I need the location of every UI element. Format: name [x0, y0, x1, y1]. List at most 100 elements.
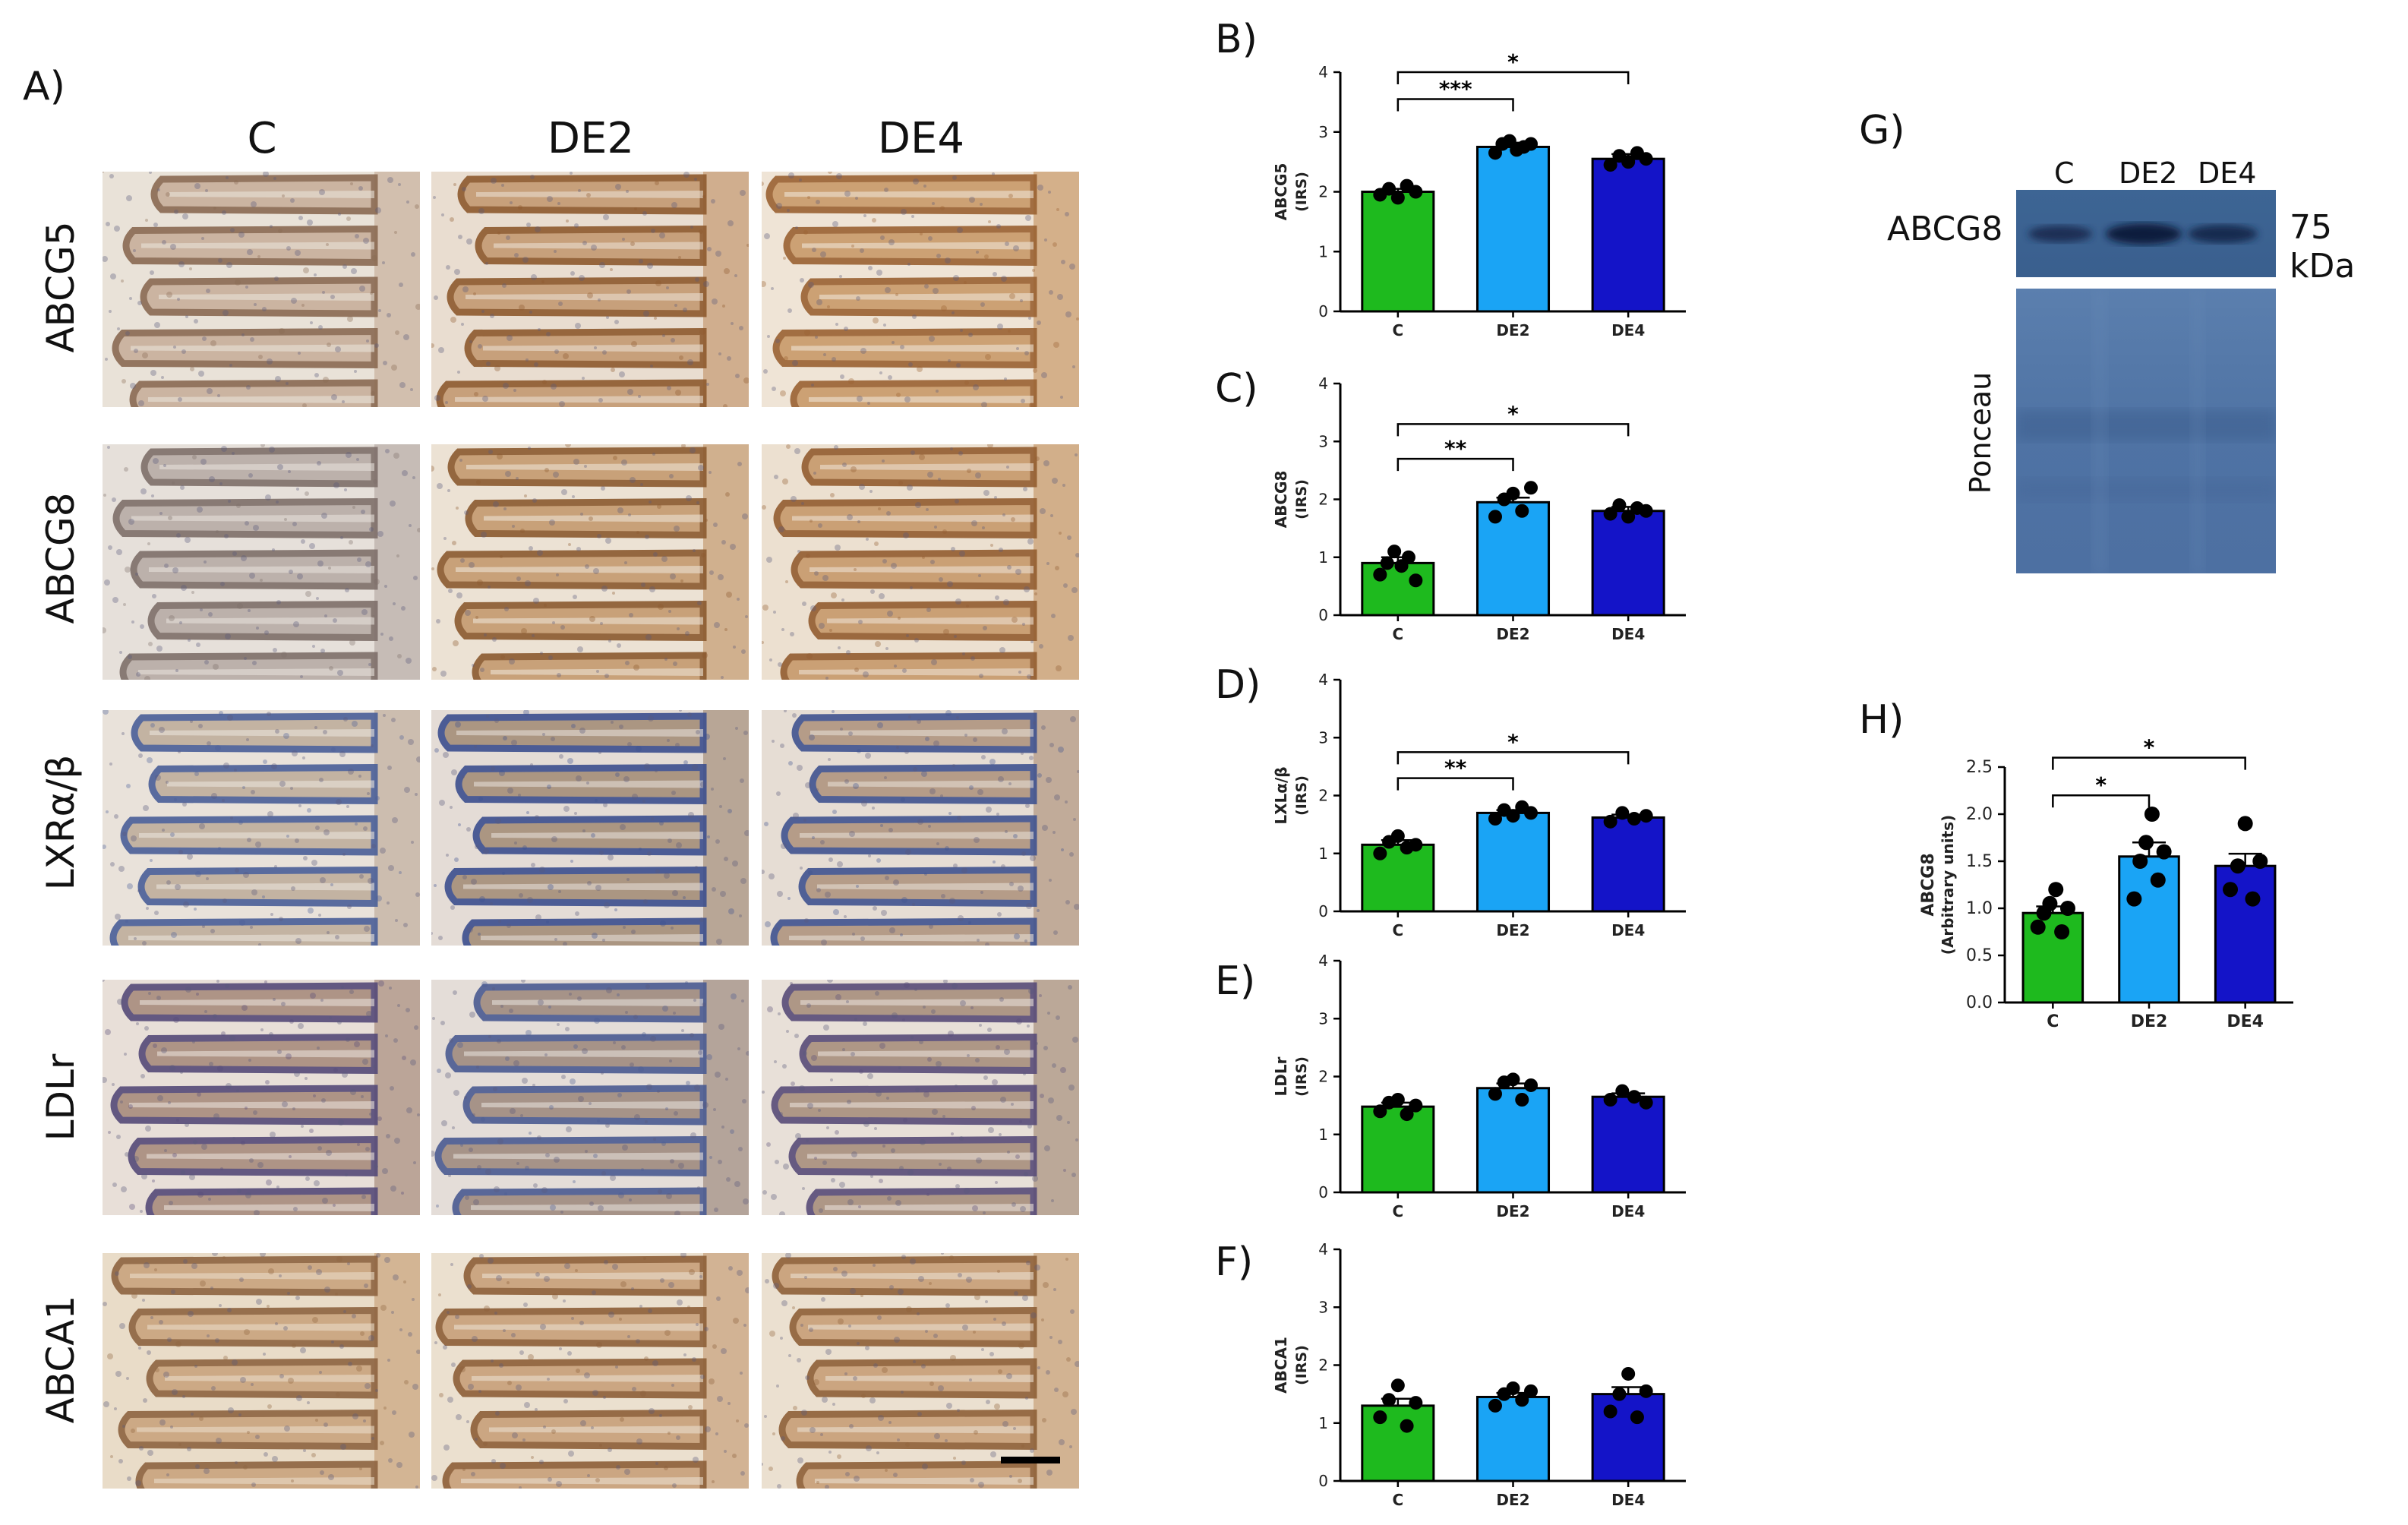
ponceau-stain [2016, 289, 2276, 573]
x-tick-label: C [1392, 625, 1403, 643]
data-point [1382, 1393, 1397, 1407]
row-label-lxr: LXRα/β [39, 754, 83, 891]
scale-bar [1001, 1457, 1060, 1463]
y-axis-label-line1: ABCA1 [1272, 1337, 1290, 1394]
bar-de2 [1475, 145, 1551, 313]
y-tick-label: 3 [1318, 1298, 1328, 1316]
y-axis-label-line2: (Arbitrary units) [1939, 815, 1957, 955]
x-tick-label: DE4 [1611, 321, 1645, 339]
data-point [1382, 182, 1397, 196]
chart-lxr: 0 1 2 3 4 LXLα/β (IRS) C DE2 DE4 ** * [1253, 653, 1709, 949]
significance-bracket: * [1397, 401, 1630, 437]
chart-abcg8: 0 1 2 3 4 ABCG8 (IRS) C DE2 DE4 ** * [1253, 357, 1709, 653]
micrograph-r3-c1 [103, 710, 420, 946]
significance-bracket: * [1397, 729, 1630, 765]
panel-b-letter: B) [1215, 17, 1258, 62]
bar-c [1361, 1404, 1435, 1482]
data-point [1603, 1404, 1617, 1419]
data-point [2054, 924, 2070, 939]
y-tick-label: 1 [1318, 1126, 1328, 1144]
data-point [1409, 573, 1423, 588]
x-tick-label: DE4 [1611, 1491, 1645, 1509]
significance-label: ** [1444, 756, 1467, 781]
data-point [1515, 504, 1529, 518]
panel-e-letter: E) [1215, 958, 1256, 1004]
x-tick-label: DE4 [1611, 921, 1645, 939]
y-tick-label: 1 [1318, 548, 1328, 567]
row-label-abcg5: ABCG5 [39, 221, 83, 353]
panel-h-letter: H) [1859, 697, 1905, 743]
y-tick-label: 4 [1318, 952, 1328, 970]
bar-c [1361, 843, 1435, 913]
y-tick-label: 4 [1318, 671, 1328, 689]
y-tick-label: 1 [1318, 242, 1328, 260]
bracket-line [1397, 457, 1514, 472]
x-tick-label: DE2 [1496, 321, 1529, 339]
y-tick-label: 1.5 [1966, 852, 1993, 871]
y-tick-label: 2 [1318, 1356, 1328, 1375]
data-point [2237, 816, 2253, 832]
y-axis-label-line2: (IRS) [1293, 775, 1310, 816]
data-point [1621, 510, 1636, 524]
y-tick-label: 4 [1318, 1240, 1328, 1258]
y-axis-label-line1: ABCG8 [1919, 853, 1938, 916]
data-point [1524, 1078, 1539, 1092]
x-tick-label: DE2 [1496, 921, 1529, 939]
bar-de2 [2118, 855, 2180, 1004]
data-point [1373, 1410, 1387, 1425]
significance-label: * [2144, 735, 2155, 760]
data-point [2042, 895, 2058, 911]
y-axis-label-line2: (IRS) [1293, 1056, 1310, 1097]
y-tick-label: 0 [1318, 1472, 1328, 1490]
data-point [1639, 1384, 1653, 1398]
data-point [1506, 809, 1520, 823]
micrograph-r5-c1 [103, 1253, 420, 1489]
bar-de2 [1475, 500, 1551, 617]
panel-g-letter: G) [1859, 108, 1905, 153]
x-tick-label: DE2 [2131, 1012, 2168, 1031]
x-tick-label: C [1392, 1202, 1403, 1220]
data-point [1612, 498, 1627, 513]
col-header-de4: DE4 [877, 114, 965, 163]
bar-de2 [1475, 1395, 1551, 1482]
row-label-abcg8: ABCG8 [39, 492, 83, 624]
data-point [2144, 807, 2160, 822]
y-axis-label: ABCG5 (IRS) [1272, 163, 1310, 221]
micrograph-r3-c3 [762, 710, 1079, 946]
data-point [1387, 545, 1402, 559]
micrograph-r4-c2 [431, 980, 749, 1215]
y-tick-label: 3 [1318, 432, 1328, 450]
data-point [1390, 1378, 1405, 1393]
micrograph-r2-c3 [762, 444, 1079, 680]
chart-abcg5: 0 1 2 3 4 ABCG5 (IRS) C DE2 DE4 *** * [1253, 46, 1709, 349]
data-point [1627, 1090, 1642, 1104]
lane-label-de4: DE4 [2198, 156, 2257, 190]
micrograph-r1-c3 [762, 172, 1079, 407]
significance-label: * [1507, 49, 1519, 74]
data-point [1373, 846, 1387, 860]
y-tick-label: 1 [1318, 1414, 1328, 1432]
y-axis-label: LXLα/β (IRS) [1272, 766, 1310, 824]
data-point [1603, 814, 1617, 829]
significance-bracket: ** [1397, 756, 1514, 791]
data-point [1488, 812, 1502, 826]
y-axis-label-line1: LXLα/β [1272, 766, 1290, 824]
data-point [1515, 1093, 1529, 1107]
data-point [1409, 838, 1423, 852]
x-tick-label: C [1392, 1491, 1403, 1509]
data-point [2252, 854, 2268, 869]
data-point [1390, 1093, 1405, 1107]
y-tick-label: 3 [1318, 728, 1328, 747]
lane-label-c: C [2054, 156, 2075, 190]
data-point [1506, 486, 1520, 500]
x-tick-label: DE2 [1496, 1202, 1529, 1220]
y-axis-label: ABCA1 (IRS) [1272, 1337, 1310, 1394]
y-tick-label: 2.0 [1966, 805, 1993, 824]
data-point [1524, 481, 1539, 495]
x-tick-label: DE4 [1611, 625, 1645, 643]
data-point [2126, 891, 2142, 907]
data-point [1630, 1410, 1644, 1425]
data-point [1380, 556, 1394, 570]
data-point [1639, 152, 1653, 166]
bracket-line [1397, 751, 1630, 765]
